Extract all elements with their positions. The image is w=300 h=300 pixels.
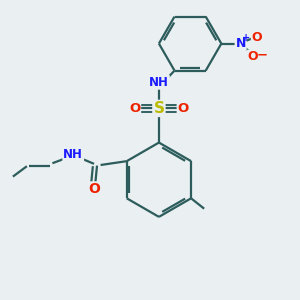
Text: O: O <box>178 102 189 115</box>
Text: S: S <box>153 101 164 116</box>
Text: O: O <box>129 102 140 115</box>
Text: −: − <box>256 49 268 62</box>
Text: O: O <box>252 31 262 44</box>
Text: O: O <box>89 182 100 197</box>
Text: O: O <box>248 50 258 64</box>
Text: +: + <box>242 33 250 43</box>
Text: NH: NH <box>149 76 169 89</box>
Text: N: N <box>236 37 246 50</box>
Text: NH: NH <box>63 148 83 161</box>
